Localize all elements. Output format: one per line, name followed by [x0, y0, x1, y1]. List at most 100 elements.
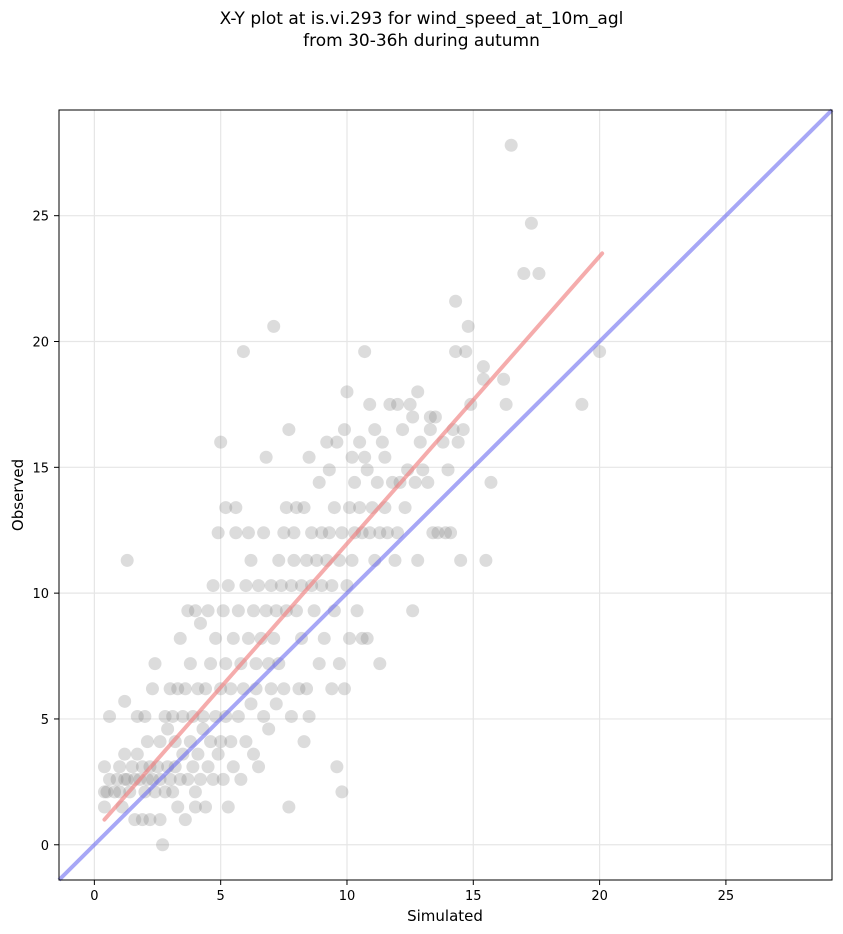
data-point	[183, 657, 197, 671]
data-point	[593, 345, 607, 359]
data-point	[176, 709, 190, 723]
data-point	[118, 747, 132, 761]
data-point	[337, 423, 351, 437]
data-point	[113, 760, 127, 774]
data-point	[322, 526, 336, 540]
data-point	[153, 735, 167, 749]
data-point	[310, 553, 324, 567]
data-point	[378, 450, 392, 464]
data-point	[103, 772, 117, 786]
data-point	[247, 747, 261, 761]
data-point	[181, 772, 195, 786]
data-point	[423, 410, 437, 424]
data-point	[163, 682, 177, 696]
data-point	[289, 501, 303, 515]
data-point	[345, 553, 359, 567]
data-point	[241, 631, 255, 645]
y-tick-label: 20	[32, 336, 49, 351]
data-point	[284, 709, 298, 723]
data-point	[206, 579, 220, 593]
chart-subtitle: from 30-36h during autumn	[303, 31, 540, 51]
data-point	[267, 631, 281, 645]
data-point	[229, 526, 243, 540]
data-point	[135, 813, 149, 827]
data-point	[312, 657, 326, 671]
data-point	[211, 747, 225, 761]
data-point	[201, 604, 215, 618]
data-point	[330, 435, 344, 449]
data-point	[320, 435, 334, 449]
data-point	[444, 526, 458, 540]
data-point	[221, 579, 235, 593]
data-point	[421, 475, 435, 489]
data-point	[211, 526, 225, 540]
data-point	[186, 760, 200, 774]
data-point	[181, 604, 195, 618]
data-point	[373, 657, 387, 671]
data-point	[426, 526, 440, 540]
data-point	[257, 526, 271, 540]
data-point	[259, 604, 273, 618]
data-point	[375, 435, 389, 449]
y-tick-label: 15	[32, 461, 49, 476]
data-point	[454, 553, 468, 567]
data-point	[391, 526, 405, 540]
data-point	[459, 345, 473, 359]
data-point	[120, 553, 134, 567]
data-point	[279, 501, 293, 515]
data-point	[188, 604, 202, 618]
data-point	[315, 526, 329, 540]
data-point	[145, 682, 159, 696]
data-point	[267, 319, 281, 333]
data-point	[327, 501, 341, 515]
data-point	[383, 397, 397, 411]
data-point	[300, 682, 314, 696]
data-point	[370, 475, 384, 489]
data-point	[504, 138, 518, 152]
data-point	[282, 423, 296, 437]
data-point	[348, 475, 362, 489]
data-point	[360, 463, 374, 477]
data-point	[226, 760, 240, 774]
data-point	[252, 760, 266, 774]
data-point	[380, 526, 394, 540]
data-point	[297, 735, 311, 749]
data-point	[191, 682, 205, 696]
data-point	[224, 682, 238, 696]
data-point	[219, 657, 233, 671]
data-point	[262, 722, 276, 736]
data-point	[100, 785, 114, 799]
data-point	[343, 501, 357, 515]
data-point	[178, 813, 192, 827]
y-axis-label: Observed	[9, 459, 27, 531]
data-point	[130, 709, 144, 723]
x-tick-label: 5	[217, 889, 225, 904]
data-point	[231, 709, 245, 723]
data-point	[231, 604, 245, 618]
data-point	[277, 526, 291, 540]
data-point	[451, 435, 465, 449]
data-point	[441, 463, 455, 477]
data-point	[178, 682, 192, 696]
data-point	[315, 579, 329, 593]
data-point	[148, 657, 162, 671]
data-point	[332, 657, 346, 671]
data-point	[353, 501, 367, 515]
data-point	[325, 579, 339, 593]
data-point	[234, 772, 248, 786]
data-point	[345, 450, 359, 464]
data-point	[204, 735, 218, 749]
data-point	[277, 682, 291, 696]
chart-title-block: X-Y plot at is.vi.293 for wind_speed_at_…	[0, 8, 843, 52]
data-point	[239, 735, 253, 749]
data-point	[188, 800, 202, 814]
axis-ticks: 0 5 10 15 20 25 0 5 10 15 20 25	[32, 210, 734, 904]
data-point	[499, 397, 513, 411]
data-point	[307, 604, 321, 618]
data-point	[173, 772, 187, 786]
data-point	[411, 385, 425, 399]
data-point	[363, 526, 377, 540]
data-point	[449, 345, 463, 359]
data-point	[358, 450, 372, 464]
